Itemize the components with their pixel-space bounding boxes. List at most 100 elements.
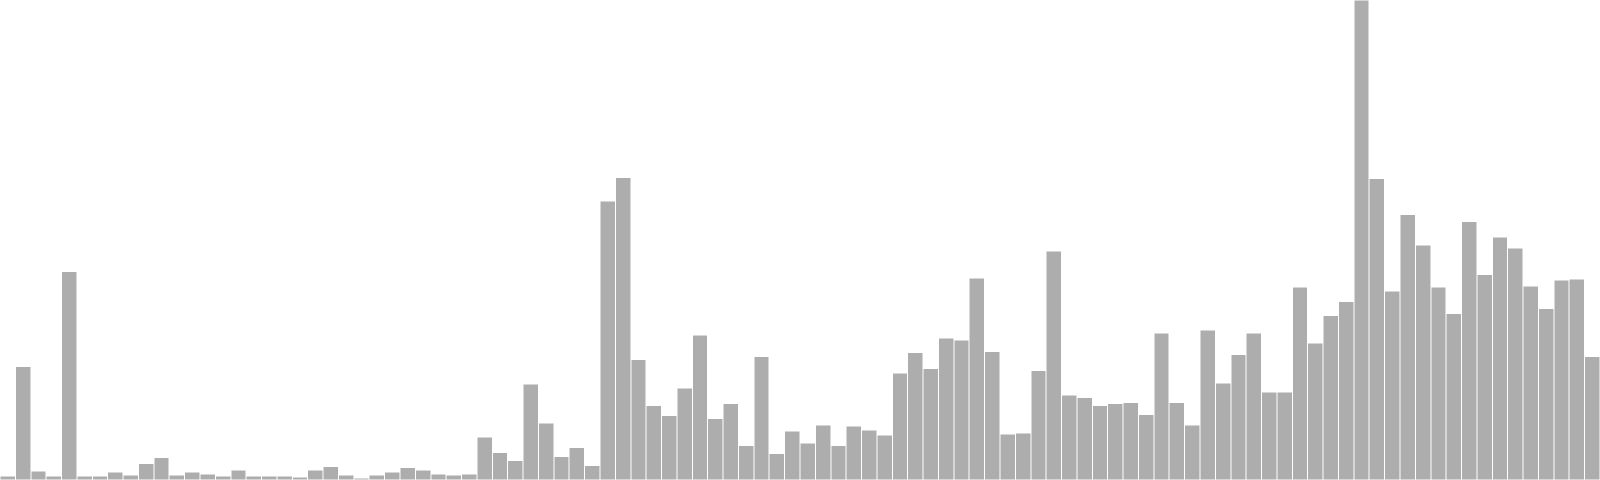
bar-55: [845, 425, 863, 480]
bar-67: [1030, 370, 1047, 480]
bar-90: [1384, 290, 1401, 480]
bar-2: [30, 470, 47, 480]
bar-14: [214, 475, 232, 480]
bar-64: [984, 350, 1001, 480]
bar-52: [799, 442, 816, 480]
bar-56: [861, 429, 878, 480]
bar-76: [1168, 401, 1186, 480]
bar-44: [676, 387, 693, 480]
bar-77: [1184, 424, 1201, 480]
bar-37: [568, 446, 586, 480]
bar-83: [1276, 391, 1293, 480]
bar-24: [368, 474, 386, 480]
bar-88: [1353, 0, 1370, 480]
bar-50: [768, 452, 786, 480]
bar-11: [168, 474, 186, 480]
bar-18: [276, 475, 293, 480]
bar-26: [399, 467, 416, 480]
bar-47: [722, 402, 739, 480]
bar-96: [1476, 274, 1493, 480]
bar-66: [1014, 432, 1032, 480]
bar-10: [153, 457, 170, 480]
bar-86: [1322, 315, 1339, 480]
bar-74: [1137, 414, 1155, 480]
bar-81: [1245, 332, 1263, 480]
bar-21: [322, 466, 339, 480]
bar-73: [1122, 401, 1139, 480]
bar-72: [1107, 402, 1124, 480]
bar-91: [1399, 213, 1416, 480]
bar-99: [1522, 285, 1539, 480]
bar-101: [1553, 279, 1570, 480]
bar-22: [337, 474, 355, 480]
bar-15: [230, 469, 247, 480]
bar-7: [107, 471, 124, 480]
bar-95: [1461, 221, 1478, 480]
bar-41: [630, 358, 647, 480]
bar-51: [784, 430, 801, 480]
bar-1: [14, 366, 32, 480]
bar-93: [1430, 286, 1447, 480]
bar-45: [691, 334, 709, 480]
bar-100: [1537, 307, 1555, 480]
bar-85: [1307, 342, 1324, 480]
bar-53: [814, 424, 832, 480]
bar-42: [645, 404, 663, 480]
bar-32: [491, 451, 509, 480]
bar-65: [999, 433, 1016, 480]
bar-87: [1337, 300, 1355, 480]
bar-97: [1491, 236, 1509, 480]
bar-27: [414, 469, 432, 480]
bar-75: [1153, 332, 1170, 480]
bar-6: [91, 475, 109, 480]
bar-39: [599, 200, 616, 480]
bar-13: [199, 473, 216, 480]
bar-57: [876, 434, 893, 480]
bar-68: [1045, 250, 1063, 480]
bar-46: [707, 418, 724, 480]
bar-80: [1230, 353, 1247, 480]
bar-20: [307, 469, 324, 480]
bar-8: [122, 474, 139, 480]
bar-17: [261, 475, 278, 480]
bar-30: [461, 473, 478, 480]
bar-82: [1261, 391, 1278, 480]
bar-25: [384, 471, 401, 480]
bar-84: [1291, 286, 1309, 480]
bar-58: [891, 372, 909, 480]
bar-9: [137, 463, 155, 480]
bar-33: [507, 460, 524, 480]
bar-62: [953, 339, 970, 480]
bar-60: [922, 368, 939, 480]
bar-79: [1214, 382, 1232, 480]
bar-38: [584, 465, 601, 480]
bar-63: [968, 277, 986, 480]
bar-12: [184, 471, 201, 480]
bar-98: [1507, 247, 1524, 480]
bar-102: [1568, 278, 1586, 480]
bar-71: [1091, 404, 1109, 480]
bar-36: [553, 456, 570, 480]
bar-16: [245, 475, 263, 480]
bar-54: [830, 444, 847, 480]
bar-92: [1414, 244, 1432, 480]
bar-69: [1061, 394, 1078, 480]
bar-89: [1368, 178, 1386, 480]
bar-28: [430, 473, 447, 480]
bar-48: [737, 444, 755, 480]
bar-103: [1584, 355, 1600, 480]
bar-31: [476, 436, 493, 480]
bar-4: [61, 271, 78, 480]
bar-59: [907, 351, 924, 480]
bar-5: [76, 475, 93, 480]
bar-70: [1076, 396, 1093, 480]
bar-3: [45, 475, 63, 480]
bar-35: [537, 422, 555, 480]
bar-78: [1199, 329, 1216, 480]
bar-43: [661, 415, 678, 480]
bar-61: [937, 337, 955, 480]
bar-94: [1445, 313, 1463, 480]
bar-40: [614, 177, 632, 480]
